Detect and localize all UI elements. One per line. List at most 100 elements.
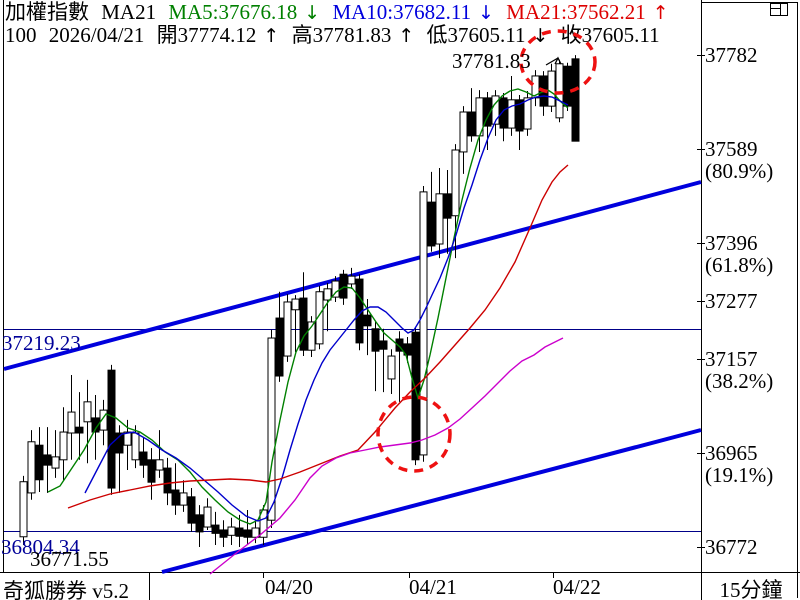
candle-body-up[interactable] [283,301,292,357]
candle-body-down[interactable] [147,459,156,483]
candle-body-down[interactable] [243,529,252,538]
highlight-circle-1 [519,29,597,95]
date-label-0421: 04/21 [409,575,457,599]
candle-body-down[interactable] [515,99,524,132]
candle-body-up[interactable] [123,431,132,446]
candle-body-up[interactable] [179,492,188,506]
ma-group-label: MA21 [101,0,157,24]
candle-body-down[interactable] [363,314,372,327]
candle-body-up[interactable] [547,70,556,107]
candle-body-up[interactable] [59,431,68,461]
fib-label-19: 36965 (19.1%) [705,441,774,487]
low-value: 低37605.11 [426,23,526,47]
ma5-down-arrow-icon: ↓ [304,2,321,24]
candle-body-down[interactable] [187,496,196,524]
candle-body-up[interactable] [267,337,276,521]
date-label-0422: 04/22 [553,575,601,599]
candle-body-up[interactable] [307,321,316,351]
candle-body-up[interactable] [523,97,532,130]
candle-body-down[interactable] [443,193,452,219]
level-label-36804: 36804.34 [1,535,80,559]
trend-channel-line-0 [3,180,702,371]
candle-body-up[interactable] [323,288,332,301]
fib-label-80: 37589 (80.9%) [705,137,774,183]
candle-body-up[interactable] [331,280,340,298]
candle-body-up[interactable] [259,509,268,538]
bar-date: 2026/04/21 [48,23,145,47]
candle-body-down[interactable] [371,328,380,352]
app-brand: 奇狐勝券 v5.2 [3,579,129,600]
candle-body-down[interactable] [499,97,508,129]
candle-body-up[interactable] [155,459,164,471]
candle-body-down[interactable] [211,524,220,534]
candle-body-up[interactable] [83,401,92,423]
ma-line-MA21 [67,164,569,509]
low-down-arrow-icon: ↓ [532,25,549,47]
candle-body-down[interactable] [195,514,204,533]
ma-line-MA-long [209,337,564,575]
candle-body-down[interactable] [275,317,284,377]
bar-index: 100 [5,23,37,47]
candle-body-down[interactable] [163,467,172,494]
candle-body-up[interactable] [387,355,396,380]
candle-body-down[interactable] [171,489,180,506]
candle-body-up[interactable] [347,275,356,285]
candle-body-down[interactable] [403,343,412,356]
candle-body-up[interactable] [315,291,324,345]
open-value: 開37774.12 [156,23,257,47]
candle-body-down[interactable] [107,369,116,489]
header-line2: 100 2026/04/21 開37774.12 ↑ 高37781.83 ↑ 低37… [5,23,667,47]
candle-body-up[interactable] [131,432,140,461]
candle-body-up[interactable] [507,99,516,129]
candle-body-up[interactable] [435,193,444,245]
candle-body-down[interactable] [235,527,244,537]
candle-body-up[interactable] [251,527,260,538]
candle-body-down[interactable] [219,529,228,538]
candle-body-up[interactable] [19,481,28,538]
ma-line-MA5 [47,88,569,525]
candle-body-up[interactable] [459,111,468,153]
candle-body-down[interactable] [43,454,52,466]
high-annotation-pointer [545,57,559,66]
trend-channel-line-1 [161,428,702,574]
timeframe-selector[interactable]: 15分鐘 [719,578,783,600]
candle-body-down[interactable] [395,338,404,352]
highlight-circle-0 [376,395,452,473]
candle-body-up[interactable] [51,456,60,469]
ma21-up-arrow-icon: ↑ [652,2,669,24]
high-annotation: 37781.83 [452,49,531,73]
high-value: 高37781.83 [291,23,392,47]
candle-body-down[interactable] [563,65,572,107]
header-line1: 加權指數 MA21 MA5:37676.18 ↓ MA10:37682.11 ↓ M… [5,0,676,24]
candle-body-down[interactable] [571,58,580,142]
candle-body-down[interactable] [339,273,348,299]
candle-body-up[interactable] [451,149,460,217]
fib-label-50: 37277 [705,289,758,313]
ma-line-MA10 [84,95,569,522]
fib-label-100: 37782 [705,43,758,67]
candle-body-down[interactable] [379,340,388,350]
window-restore-icon[interactable] [770,3,788,16]
candle-body-up[interactable] [419,191,428,456]
fib-label-61: 37396 (61.8%) [705,231,774,277]
candle-body-down[interactable] [299,297,308,351]
candle-body-down[interactable] [139,451,148,466]
candle-body-down[interactable] [75,426,84,434]
ma10-down-arrow-icon: ↓ [478,2,495,24]
candle-body-up[interactable] [99,409,108,431]
candle-body-up[interactable] [27,441,36,494]
candle-body-up[interactable] [555,63,564,119]
candle-body-down[interactable] [427,201,436,247]
candle-body-up[interactable] [227,526,236,536]
candle-body-down[interactable] [115,432,124,454]
open-up-arrow-icon: ↑ [263,25,280,47]
candle-body-up[interactable] [203,506,212,528]
candle-body-up[interactable] [291,298,300,311]
date-label-0420: 04/20 [265,575,313,599]
ma5-value: MA5:37676.18 [168,0,298,24]
candle-body-up[interactable] [67,411,76,434]
candle-body-down[interactable] [467,111,476,137]
candle-body-down[interactable] [35,444,44,481]
